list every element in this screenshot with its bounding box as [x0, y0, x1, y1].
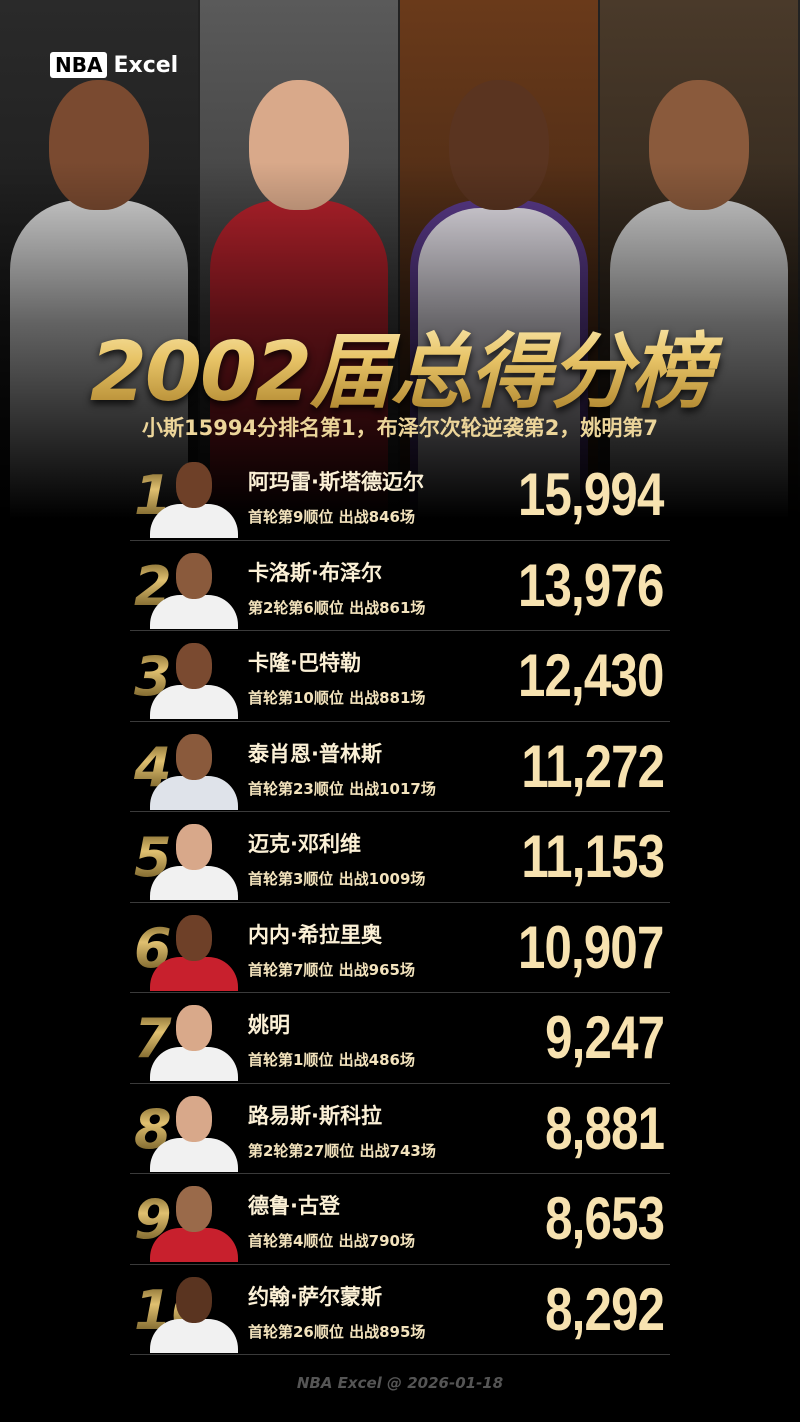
- page-subtitle: 小斯15994分排名第1，布泽尔次轮逆袭第2，姚明第7: [142, 416, 658, 440]
- player-meta: 第2轮第6顺位 出战861场: [248, 598, 426, 617]
- head: [176, 824, 212, 870]
- avatar: [146, 1092, 242, 1172]
- head: [176, 1005, 212, 1051]
- ranking-list: 1 阿玛雷·斯塔德迈尔 首轮第9顺位 出战846场 15,994 2 卡洛斯·布泽…: [130, 450, 670, 1355]
- avatar: [146, 1273, 242, 1353]
- total-points: 15,994: [518, 461, 664, 528]
- logo: NBA Excel: [50, 52, 178, 78]
- head: [176, 462, 212, 508]
- total-points: 11,272: [521, 732, 665, 800]
- player-name: 姚明: [248, 1013, 290, 1037]
- jersey: [150, 775, 238, 810]
- jersey: [150, 1228, 238, 1262]
- player-meta: 首轮第23顺位 出战1017场: [248, 779, 436, 798]
- jersey: [150, 1047, 238, 1081]
- avatar: [146, 1001, 242, 1081]
- footer-credit: NBA Excel @ 2026-01-18: [296, 1374, 504, 1392]
- ranking-row: 2 卡洛斯·布泽尔 第2轮第6顺位 出战861场 13,976: [130, 541, 670, 631]
- avatar: [146, 549, 242, 629]
- head: [176, 552, 212, 599]
- head: [176, 1095, 212, 1142]
- total-points: 12,430: [518, 642, 664, 709]
- ranking-row: 9 德鲁·古登 首轮第4顺位 出战790场 8,653: [130, 1174, 670, 1265]
- total-points: 11,153: [521, 823, 665, 890]
- player-name: 泰肖恩·普林斯: [248, 741, 382, 766]
- logo-box: NBA: [50, 52, 108, 78]
- head: [176, 1276, 212, 1323]
- player-name: 约翰·萨尔蒙斯: [248, 1284, 382, 1309]
- player-meta: 首轮第3顺位 出战1009场: [248, 870, 426, 888]
- ranking-row: 6 内内·希拉里奥 首轮第7顺位 出战965场 10,907: [130, 903, 670, 993]
- total-points: 8,653: [544, 1185, 665, 1252]
- ranking-row: 5 迈克·邓利维 首轮第3顺位 出战1009场 11,153: [130, 812, 670, 903]
- avatar: [146, 458, 242, 538]
- hero-fade: [0, 0, 800, 540]
- logo-text: Excel: [113, 52, 179, 78]
- head: [176, 914, 212, 961]
- player-meta: 首轮第26顺位 出战895场: [248, 1322, 426, 1341]
- player-meta: 首轮第1顺位 出战486场: [248, 1051, 415, 1069]
- total-points: 10,907: [518, 913, 664, 981]
- player-name: 德鲁·古登: [248, 1194, 340, 1218]
- player-meta: 首轮第7顺位 出战965场: [248, 960, 415, 979]
- total-points: 9,247: [544, 1004, 665, 1071]
- jersey: [150, 685, 238, 719]
- player-name: 迈克·邓利维: [248, 832, 361, 856]
- player-meta: 首轮第9顺位 出战846场: [248, 508, 415, 526]
- player-meta: 首轮第10顺位 出战881场: [248, 689, 426, 707]
- avatar: [146, 730, 242, 810]
- player-name: 卡隆·巴特勒: [248, 651, 361, 675]
- player-name: 路易斯·斯科拉: [248, 1103, 382, 1128]
- head: [176, 1186, 212, 1232]
- avatar: [146, 639, 242, 719]
- avatar: [146, 911, 242, 991]
- jersey: [150, 956, 238, 991]
- total-points: 13,976: [518, 551, 664, 619]
- ranking-row: 3 卡隆·巴特勒 首轮第10顺位 出战881场 12,430: [130, 631, 670, 722]
- head: [176, 733, 212, 780]
- ranking-row: 4 泰肖恩·普林斯 首轮第23顺位 出战1017场 11,272: [130, 722, 670, 812]
- jersey: [150, 504, 238, 538]
- total-points: 8,292: [544, 1275, 665, 1343]
- total-points: 8,881: [544, 1094, 665, 1162]
- player-meta: 第2轮第27顺位 出战743场: [248, 1141, 436, 1160]
- player-name: 内内·希拉里奥: [248, 922, 382, 947]
- ranking-row: 1 阿玛雷·斯塔德迈尔 首轮第9顺位 出战846场 15,994: [130, 450, 670, 541]
- ranking-row: 10 约翰·萨尔蒙斯 首轮第26顺位 出战895场 8,292: [130, 1265, 670, 1355]
- avatar: [146, 820, 242, 900]
- head: [176, 643, 212, 689]
- avatar: [146, 1182, 242, 1262]
- jersey: [150, 866, 238, 900]
- ranking-row: 7 姚明 首轮第1顺位 出战486场 9,247: [130, 993, 670, 1084]
- player-name: 阿玛雷·斯塔德迈尔: [248, 470, 424, 494]
- jersey: [150, 1318, 238, 1353]
- player-name: 卡洛斯·布泽尔: [248, 560, 382, 585]
- page-title: 2002届总得分榜: [0, 305, 800, 424]
- player-meta: 首轮第4顺位 出战790场: [248, 1232, 415, 1250]
- ranking-row: 8 路易斯·斯科拉 第2轮第27顺位 出战743场 8,881: [130, 1084, 670, 1174]
- jersey: [150, 1137, 238, 1172]
- jersey: [150, 594, 238, 629]
